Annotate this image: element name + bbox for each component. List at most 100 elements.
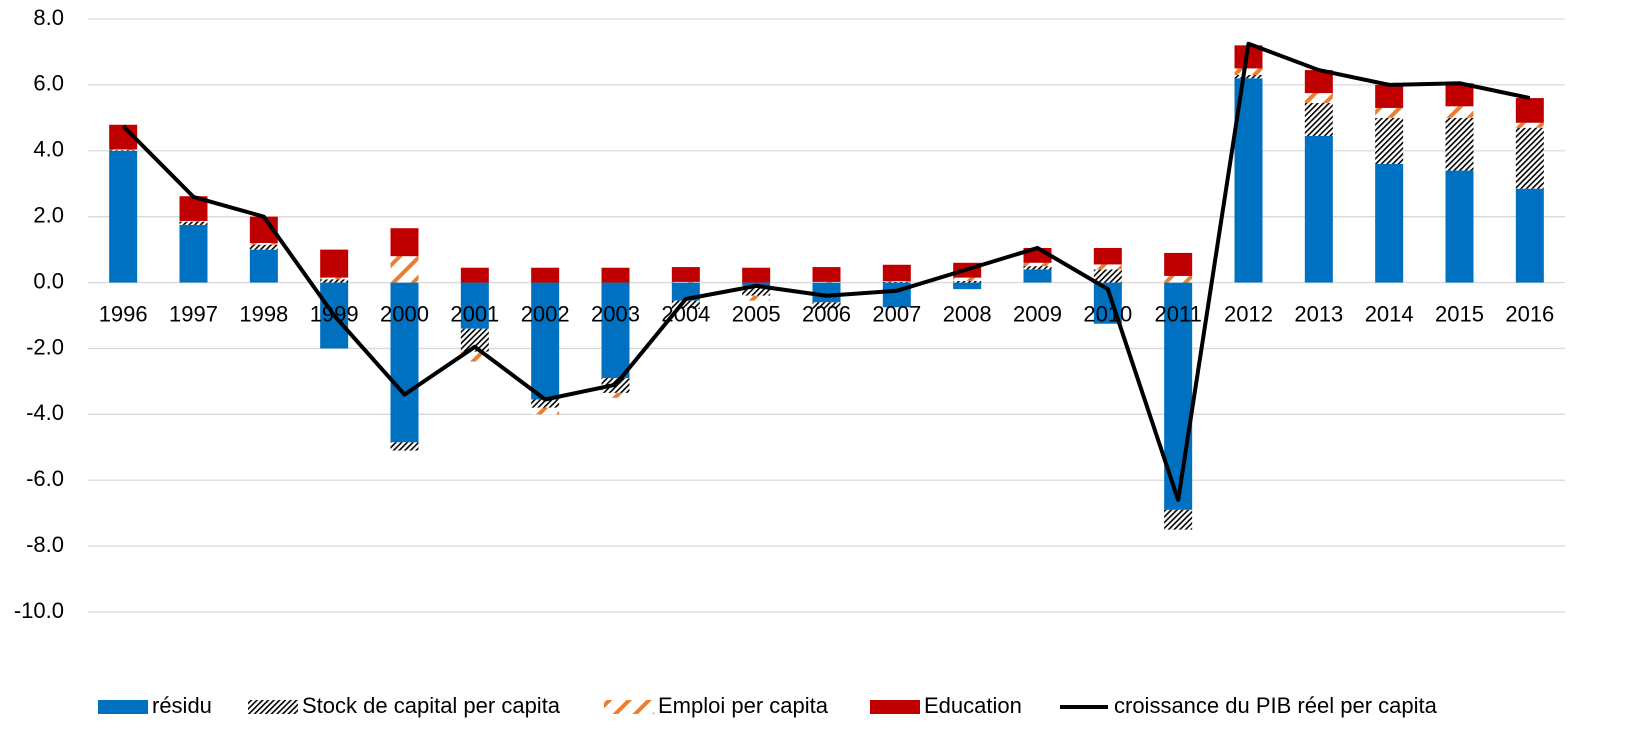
bar: [1375, 84, 1404, 108]
x-tick-label: 2003: [591, 301, 640, 326]
legend-swatch: [870, 700, 920, 714]
x-tick-label: 1997: [169, 301, 218, 326]
y-tick-label: 6.0: [33, 71, 64, 96]
bar: [601, 282, 630, 379]
x-tick-label: 2008: [943, 301, 992, 326]
bar: [1445, 117, 1474, 171]
bar: [671, 267, 700, 282]
bar: [1515, 98, 1544, 123]
bar: [1445, 106, 1474, 118]
line: [121, 41, 1531, 502]
bar: [460, 328, 489, 352]
bar: [390, 282, 419, 443]
bar: [742, 295, 771, 301]
bar: [1234, 45, 1263, 69]
x-tick-label: 2011: [1155, 301, 1202, 326]
bar: [953, 280, 982, 283]
bar: [1093, 247, 1122, 265]
bar: [109, 150, 138, 283]
legend-label: résidu: [152, 693, 212, 718]
bar: [320, 279, 349, 283]
legend-label: croissance du PIB réel per capita: [1114, 693, 1438, 718]
bar: [1375, 117, 1404, 164]
bar: [531, 407, 560, 415]
bar: [179, 220, 208, 222]
bar: [390, 256, 419, 283]
y-tick-label: 8.0: [33, 5, 64, 30]
bar: [742, 285, 771, 296]
bar: [882, 264, 911, 282]
bar: [882, 281, 911, 282]
bar: [390, 442, 419, 451]
bar: [1234, 68, 1263, 76]
y-tick-label: -8.0: [26, 532, 64, 557]
y-tick-label: 0.0: [33, 268, 64, 293]
x-tick-label: 2006: [802, 301, 851, 326]
bar: [1304, 103, 1333, 136]
bar: [1515, 188, 1544, 283]
bar: [460, 282, 489, 329]
bar: [1093, 264, 1122, 270]
bar: [320, 249, 349, 278]
bar: [460, 267, 489, 283]
x-tick-label: 2012: [1224, 301, 1273, 326]
bar: [390, 228, 419, 257]
bar: [1023, 269, 1052, 283]
bar: [1445, 83, 1474, 107]
bar: [601, 392, 630, 398]
bar: [531, 267, 560, 283]
bar: [531, 399, 560, 408]
bar: [109, 149, 138, 151]
y-tick-label: -2.0: [26, 334, 64, 359]
bar: [1234, 75, 1263, 79]
x-tick-label: 2014: [1365, 301, 1414, 326]
x-tick-label: 2015: [1435, 301, 1484, 326]
legend-swatch: [604, 700, 654, 714]
y-tick-label: 4.0: [33, 137, 64, 162]
bar: [531, 282, 560, 400]
bar: [742, 267, 771, 283]
legend-label: Emploi per capita: [658, 693, 829, 718]
bar: [249, 243, 278, 245]
bar: [671, 300, 700, 309]
bar: [249, 244, 278, 250]
legend-label: Education: [924, 693, 1022, 718]
bar: [812, 282, 841, 303]
bar: [953, 277, 982, 281]
y-tick-label: -6.0: [26, 466, 64, 491]
bar: [109, 150, 138, 151]
bar: [601, 267, 630, 283]
bar: [1304, 70, 1333, 94]
bar: [1023, 262, 1052, 267]
legend-label: Stock de capital per capita: [302, 693, 561, 718]
bar: [1375, 107, 1404, 118]
x-tick-label: 2009: [1013, 301, 1062, 326]
bar: [1515, 122, 1544, 128]
bar: [460, 351, 489, 362]
bar: [882, 281, 911, 283]
bar: [671, 281, 700, 283]
bar: [1445, 170, 1474, 283]
bar: [1515, 127, 1544, 189]
bar: [179, 224, 208, 283]
x-tick-label: 2016: [1505, 301, 1554, 326]
bar: [812, 302, 841, 309]
bar: [953, 282, 982, 290]
x-tick-label: 2007: [872, 301, 921, 326]
bar: [249, 249, 278, 283]
bar: [1304, 135, 1333, 283]
x-tick-label: 1996: [99, 301, 148, 326]
x-tick-label: 2002: [521, 301, 570, 326]
x-tick-label: 2005: [732, 301, 781, 326]
y-tick-label: 2.0: [33, 202, 64, 227]
bar: [320, 277, 349, 280]
bar: [812, 267, 841, 282]
bar: [1375, 163, 1404, 283]
legend-swatch: [248, 700, 298, 714]
bar: [179, 221, 208, 225]
x-tick-label: 2010: [1083, 301, 1132, 326]
x-tick-label: 2001: [450, 301, 499, 326]
bar: [1164, 509, 1193, 530]
bar: [1304, 93, 1333, 104]
